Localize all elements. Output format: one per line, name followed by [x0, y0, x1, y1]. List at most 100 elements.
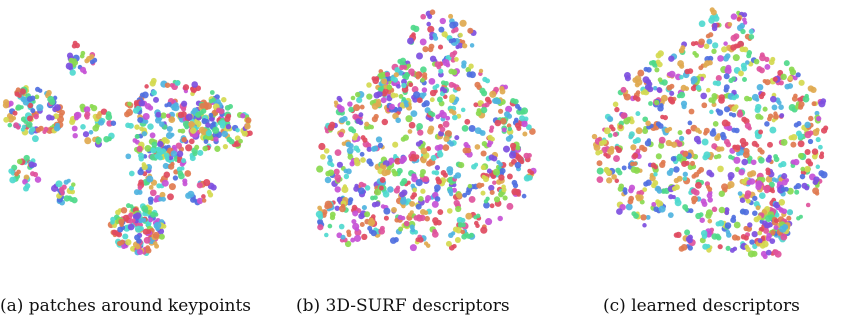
- scatter-point: [742, 46, 749, 53]
- scatter-point: [521, 193, 527, 199]
- scatter-point: [728, 112, 734, 117]
- scatter-point: [687, 68, 694, 74]
- scatter-point: [703, 131, 708, 136]
- scatter-point: [668, 55, 675, 62]
- scatter-point: [740, 142, 747, 148]
- scatter-point: [411, 85, 419, 93]
- scatter-point: [399, 64, 405, 71]
- scatter-point: [719, 146, 725, 152]
- scatter-point: [730, 13, 738, 20]
- scatter-point: [684, 86, 690, 91]
- scatter-point: [751, 230, 758, 238]
- scatter-point: [366, 82, 372, 88]
- scatter-point: [639, 199, 645, 205]
- scatter-point: [357, 187, 365, 195]
- caption-b: (b) 3D-SURF descriptors: [296, 296, 510, 316]
- scatter-point: [333, 100, 338, 105]
- scatter-point: [770, 229, 776, 236]
- scatter-point: [146, 229, 152, 234]
- scatter-point: [676, 93, 682, 99]
- scatter-point: [397, 214, 403, 220]
- scatter-point: [811, 101, 817, 107]
- scatter-point: [467, 27, 474, 34]
- scatter-point: [364, 185, 371, 191]
- scatter-point: [373, 195, 378, 200]
- scatter-point: [346, 229, 352, 235]
- scatter-point: [141, 163, 148, 171]
- scatter-point: [188, 121, 195, 128]
- scatter-point: [741, 116, 747, 123]
- scatter-point: [55, 180, 63, 188]
- scatter-point: [53, 104, 61, 112]
- scatter-point: [443, 135, 450, 143]
- scatter-point: [379, 225, 385, 231]
- scatter-point: [152, 231, 160, 239]
- scatter-point: [145, 247, 152, 254]
- scatter-point: [620, 112, 628, 120]
- scatter-point: [381, 164, 387, 170]
- scatter-point: [170, 161, 175, 167]
- scatter-point: [147, 123, 154, 130]
- scatter-point: [499, 88, 506, 95]
- scatter-point: [701, 102, 708, 109]
- scatter-point: [3, 116, 10, 123]
- scatter-point: [148, 199, 154, 205]
- scatter-point: [816, 115, 822, 122]
- scatter-point: [739, 22, 746, 29]
- scatter-point: [626, 116, 631, 122]
- scatter-point: [767, 116, 772, 122]
- scatter-point: [678, 48, 684, 54]
- scatter-point: [28, 161, 35, 168]
- scatter-point: [460, 229, 465, 235]
- scatter-point: [421, 87, 428, 93]
- scatter-point: [498, 191, 504, 198]
- scatter-point: [201, 108, 207, 114]
- scatter-point: [157, 140, 164, 148]
- scatter-point: [184, 170, 192, 177]
- scatter-point: [155, 111, 162, 118]
- scatter-point: [652, 85, 658, 91]
- scatter-point: [180, 100, 188, 107]
- scatter-point: [149, 132, 156, 139]
- scatter-point: [180, 111, 187, 118]
- scatter-point: [771, 177, 777, 182]
- scatter-point: [798, 214, 803, 219]
- scatter-point: [807, 138, 814, 145]
- scatter-point: [185, 113, 193, 121]
- scatter-point: [687, 120, 693, 126]
- scatter-point: [425, 146, 432, 152]
- scatter-point: [11, 115, 17, 121]
- scatter-point: [725, 141, 732, 148]
- scatter-point: [755, 97, 760, 102]
- scatter-point: [329, 121, 336, 128]
- scatter-point: [815, 164, 821, 170]
- scatter-point: [762, 106, 768, 112]
- scatter-point: [124, 111, 131, 118]
- scatter-point: [682, 176, 688, 181]
- scatter-point: [657, 77, 663, 83]
- scatter-point: [698, 38, 705, 46]
- scatter-point: [733, 33, 740, 40]
- scatter-point: [744, 122, 752, 129]
- scatter-point: [660, 159, 666, 165]
- scatter-point: [748, 34, 755, 40]
- scatter-point: [449, 97, 455, 103]
- scatter-point: [759, 242, 766, 249]
- scatter-point: [447, 169, 454, 176]
- scatter-point: [735, 235, 741, 241]
- scatter-point: [410, 110, 418, 118]
- scatter-point: [646, 138, 652, 143]
- scatter-point: [671, 195, 676, 200]
- scatter-point: [421, 102, 427, 108]
- scatter-point: [343, 173, 350, 180]
- scatter-point: [442, 120, 450, 128]
- scatter-point: [642, 116, 649, 123]
- scatter-point: [416, 97, 423, 104]
- scatter-point: [129, 204, 134, 209]
- scatter-point: [463, 141, 469, 148]
- scatter-point: [139, 92, 145, 98]
- scatter-point: [142, 112, 150, 121]
- scatter-point: [408, 121, 416, 129]
- scatter-point: [453, 174, 458, 179]
- scatter-point: [127, 101, 132, 107]
